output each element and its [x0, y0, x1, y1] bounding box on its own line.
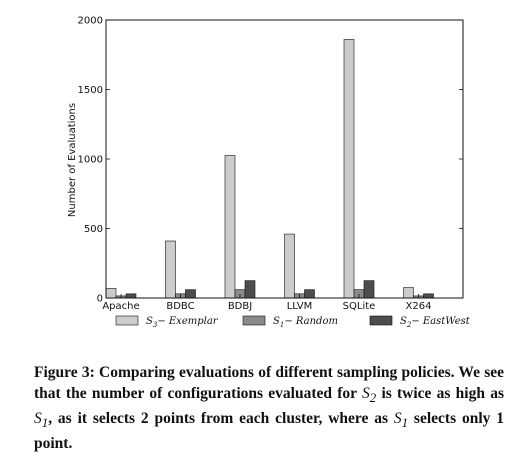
x-tick-label: Apache	[102, 301, 139, 312]
y-tick-label: 0	[97, 294, 103, 305]
figure-caption: Figure 3: Comparing evaluations of diffe…	[34, 362, 504, 454]
bar-bdbj-series-3	[244, 280, 256, 299]
legend-item-3: S2− EastWest	[369, 315, 471, 329]
bar-x264-series-3	[423, 293, 434, 299]
legend: S3− Exemplar S1− Random S2− EastWest	[115, 315, 471, 329]
y-tick-label: 1000	[78, 155, 103, 166]
caption-s1a: S1	[34, 410, 49, 431]
bar-sqlite-series-1	[343, 39, 355, 299]
legend-label: S2− EastWest	[400, 316, 471, 329]
caption-prefix: Figure 3: Comparing evaluations of diffe…	[34, 364, 504, 402]
x-tick-label: LLVM	[287, 301, 313, 312]
caption-suffix: selects only 1 point.	[34, 410, 504, 453]
bar-apache-series-3	[125, 293, 137, 299]
x-tick-label: X264	[406, 301, 432, 312]
bar-llvm-series-1	[284, 233, 295, 299]
legend-label: S3− Exemplar	[146, 316, 219, 329]
legend-swatch	[369, 315, 393, 326]
bar-sqlite-series-3	[363, 280, 375, 299]
x-tick-label: SQLite	[343, 301, 376, 312]
bar-apache-series-1	[105, 287, 117, 299]
legend-swatch	[242, 315, 266, 326]
bar-x264-series-1	[403, 287, 414, 299]
legend-item-2: S1− Random	[242, 315, 338, 329]
legend-item-1: S3− Exemplar	[115, 315, 219, 329]
y-axis-label: Number of Evaluations	[67, 103, 78, 217]
axes-group: Apache BDBC BDBJ LLVM SQLite X264 0 500 1000 1500…	[78, 16, 464, 312]
y-tick-label: 2000	[78, 16, 103, 27]
bar-bdbc-series-3	[185, 289, 196, 299]
bar-chart: Number of Evaluations Apache BDBC BDBJ LLVM…	[67, 16, 471, 330]
caption-mid2: , as it selects 2 points from each clust…	[48, 410, 394, 428]
x-tick-label: BDBC	[166, 301, 194, 312]
caption-mid1: is twice as high as	[376, 385, 505, 402]
bar-bdbj-series-1	[224, 155, 236, 299]
caption-s2: S2	[362, 385, 377, 406]
x-tick-label: BDBJ	[228, 301, 252, 312]
legend-swatch	[115, 315, 139, 326]
legend-label: S1− Random	[273, 316, 338, 329]
bars-group	[105, 39, 434, 299]
bar-llvm-series-3	[304, 289, 315, 299]
bar-bdbc-series-1	[165, 240, 176, 299]
y-tick-label: 500	[84, 224, 103, 235]
caption-s1b: S1	[393, 410, 409, 431]
y-tick-label: 1500	[78, 85, 103, 96]
